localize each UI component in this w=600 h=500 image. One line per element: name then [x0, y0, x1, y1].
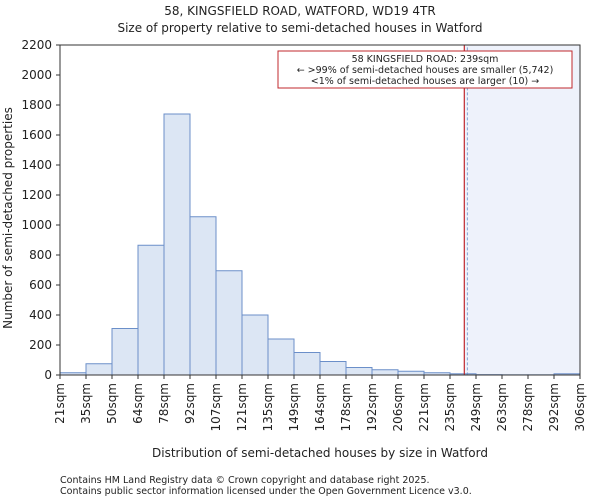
- footer-line-1: Contains HM Land Registry data © Crown c…: [60, 475, 430, 486]
- x-tick-label: 50sqm: [105, 383, 119, 424]
- bar: [241, 314, 269, 376]
- x-tick-label: 235sqm: [443, 383, 457, 431]
- x-tick-label: 206sqm: [391, 383, 405, 431]
- y-tick-label: 600: [29, 278, 52, 292]
- y-tick-label: 800: [29, 248, 52, 262]
- bar: [267, 338, 295, 376]
- x-tick-label: 192sqm: [365, 383, 379, 431]
- chart-subtitle: Size of property relative to semi-detach…: [117, 21, 482, 35]
- bar: [85, 363, 113, 376]
- annotation-box: [277, 50, 573, 89]
- footer-line-2: Contains public sector information licen…: [60, 486, 472, 497]
- x-tick-label: 135sqm: [261, 383, 275, 431]
- bar: [345, 367, 373, 376]
- y-tick-label: 0: [44, 368, 52, 382]
- y-tick-label: 1800: [21, 98, 52, 112]
- x-tick-label: 121sqm: [235, 383, 249, 431]
- y-tick-label: 400: [29, 308, 52, 322]
- annotation-line: 58 KINGSFIELD ROAD: 239sqm: [352, 54, 499, 65]
- chart-title: 58, KINGSFIELD ROAD, WATFORD, WD19 4TR: [164, 4, 435, 18]
- bar: [189, 216, 217, 376]
- y-tick-label: 2000: [21, 68, 52, 82]
- bar: [371, 369, 399, 376]
- y-tick-label: 1200: [21, 188, 52, 202]
- x-tick-label: 278sqm: [521, 383, 535, 431]
- bar: [137, 244, 165, 376]
- x-tick-label: 249sqm: [469, 383, 483, 431]
- y-tick-label: 1400: [21, 158, 52, 172]
- annotation-line: ← >99% of semi-detached houses are small…: [297, 65, 554, 76]
- x-axis-label: Distribution of semi-detached houses by …: [152, 446, 488, 460]
- bar: [215, 270, 243, 376]
- y-tick-label: 1600: [21, 128, 52, 142]
- bar: [319, 361, 347, 376]
- bar: [397, 370, 425, 376]
- y-tick-label: 2200: [21, 38, 52, 52]
- larger-region-shade: [464, 45, 580, 375]
- bar: [163, 113, 191, 376]
- x-tick-label: 263sqm: [495, 383, 509, 431]
- bar: [111, 328, 139, 376]
- y-tick-label: 200: [29, 338, 52, 352]
- y-axis-label: Number of semi-detached properties: [1, 107, 15, 329]
- x-tick-label: 107sqm: [209, 383, 223, 431]
- x-tick-label: 64sqm: [131, 383, 145, 424]
- y-tick-label: 1000: [21, 218, 52, 232]
- plot-area: 0 200 400 600 800 1000 1200 1400 1600 1800 2000 220…: [21, 38, 587, 431]
- x-tick-label: 21sqm: [53, 383, 67, 424]
- x-tick-label: 221sqm: [417, 383, 431, 431]
- x-tick-label: 149sqm: [287, 383, 301, 431]
- x-tick-label: 92sqm: [183, 383, 197, 424]
- x-tick-label: 164sqm: [313, 383, 327, 431]
- x-tick-label: 178sqm: [339, 383, 353, 431]
- x-tick-label: 292sqm: [547, 383, 561, 431]
- x-tick-label: 78sqm: [157, 383, 171, 424]
- x-tick-label: 306sqm: [573, 383, 587, 431]
- x-tick-label: 35sqm: [79, 383, 93, 424]
- bar: [293, 352, 321, 376]
- annotation-line: <1% of semi-detached houses are larger (…: [311, 76, 539, 87]
